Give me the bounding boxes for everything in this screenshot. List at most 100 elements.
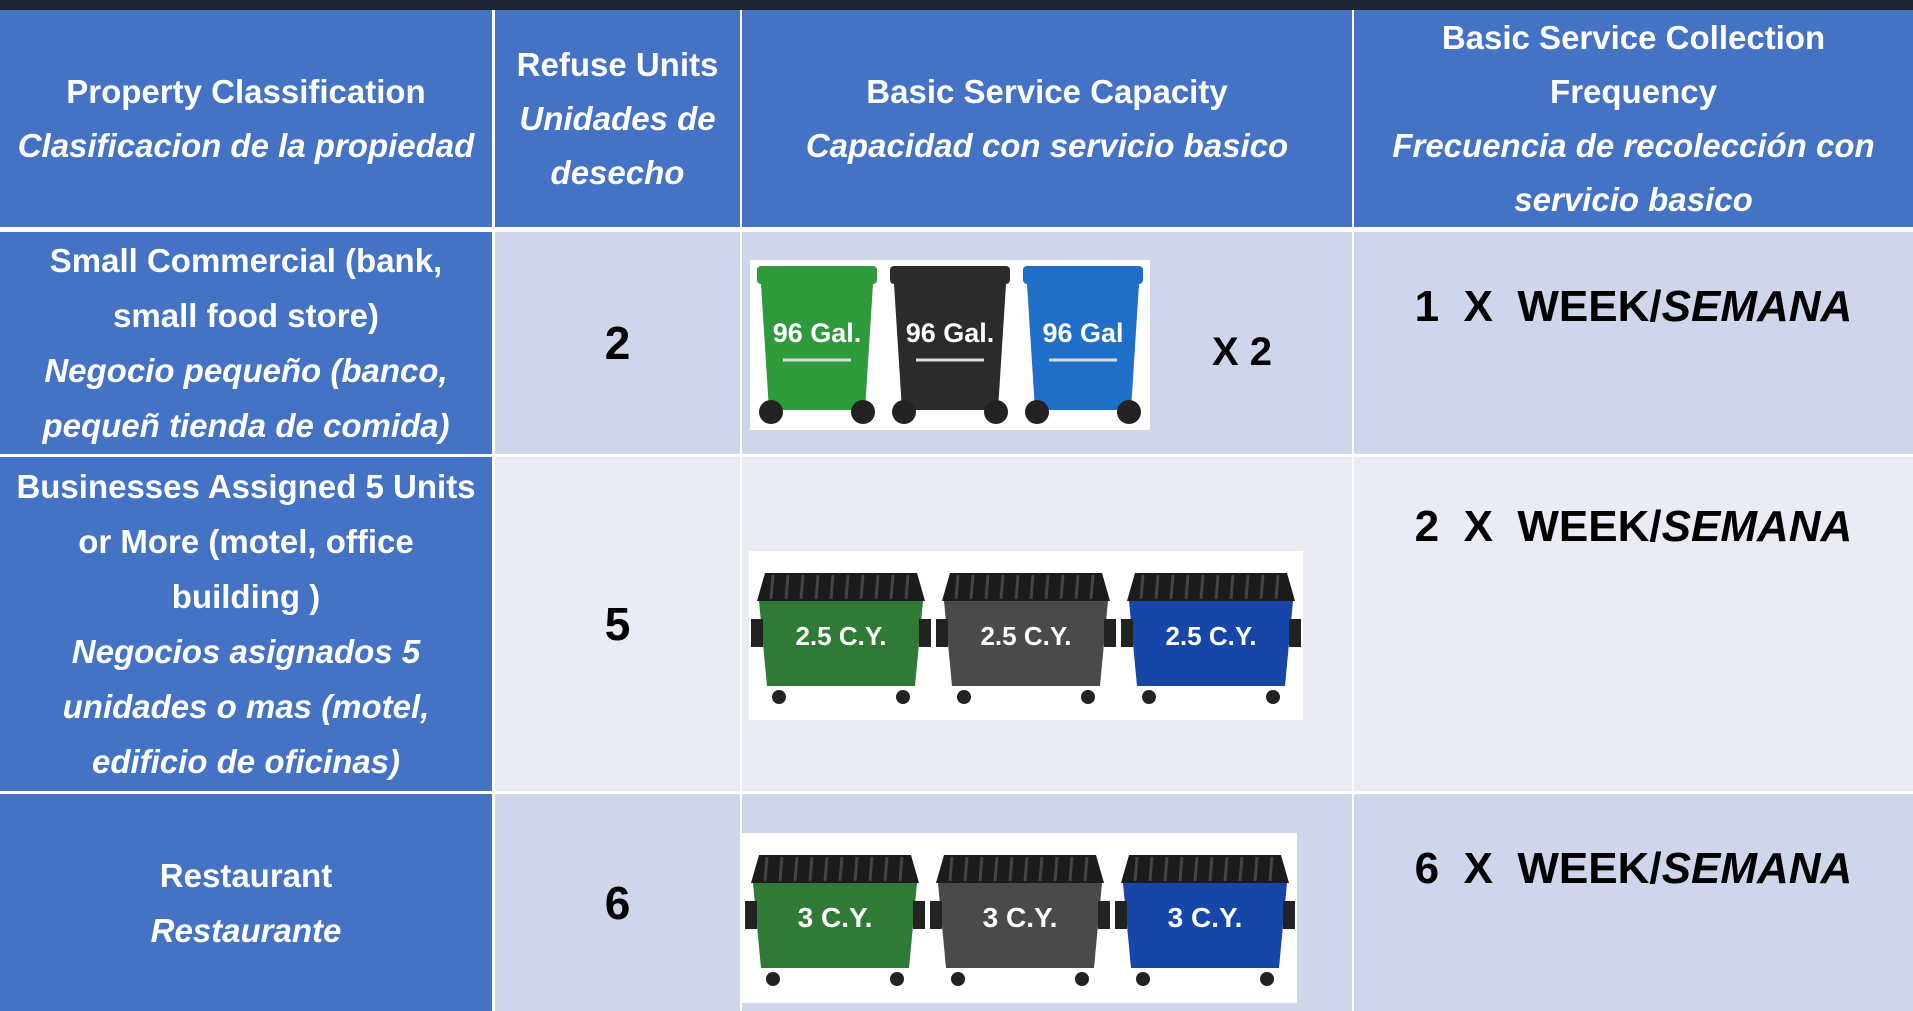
frequency-cell: 2 X WEEK/SEMANA: [1354, 457, 1913, 791]
lid-rib: [1178, 856, 1183, 882]
frequency-cell: 1 X WEEK/SEMANA: [1354, 232, 1913, 454]
lid-rib: [1023, 856, 1028, 882]
frequency-text: 2 X WEEK/: [1414, 502, 1662, 551]
dumpster-image: 3 C.Y.: [929, 855, 1110, 986]
lid-rib: [853, 856, 858, 882]
classification-english: Small Commercial (bank, small food store…: [49, 242, 443, 334]
lid-rib: [1199, 574, 1205, 599]
container-label: 2.5 C.Y.: [796, 621, 887, 651]
lid-rib: [1229, 574, 1235, 599]
caster: [1259, 972, 1274, 986]
cart-wheel: [891, 400, 916, 424]
lid-rib: [844, 574, 850, 599]
lid-rib: [838, 856, 843, 882]
container-label: 3 C.Y.: [982, 902, 1057, 933]
lid-rib: [859, 574, 865, 599]
lid-rib: [948, 856, 953, 882]
caster: [896, 689, 911, 704]
lid-rib: [823, 856, 828, 882]
lid-rib: [1074, 574, 1080, 599]
classification-english: Restaurant: [159, 856, 333, 894]
capacity-images: 3 C.Y. 3 C.Y. 3 C.Y.: [742, 833, 1297, 1003]
lid-rib: [1223, 856, 1228, 882]
frequency-emphasis: SEMANA: [1661, 282, 1853, 331]
classification-spanish: Negocios asignados 5 unidades o mas (mot…: [62, 633, 430, 780]
dumpster-pocket: [1288, 618, 1301, 647]
header-cell: Basic Service Collection Frequency Frecu…: [1354, 10, 1913, 227]
dumpster-body: [943, 600, 1108, 686]
cart-wheel: [758, 400, 783, 424]
top-strip: [0, 0, 1913, 10]
lid-rib: [1274, 574, 1280, 599]
lid-rib: [769, 574, 775, 599]
container-label: 2.5 C.Y.: [980, 621, 1071, 651]
dumpster-pocket: [751, 618, 764, 647]
dumpster-lid: [757, 572, 926, 601]
dumpster-lid: [1120, 855, 1289, 883]
lid-rib: [1208, 856, 1213, 882]
dumpster-image: 2.5 C.Y.: [751, 572, 932, 704]
lid-rib: [1133, 856, 1138, 882]
lid-rib: [1029, 574, 1035, 599]
header-english: Property Classification: [66, 72, 426, 110]
dumpster-body: [937, 883, 1102, 968]
caster: [1080, 689, 1095, 704]
dumpster-pocket: [912, 901, 925, 929]
dumpster-lid: [750, 855, 919, 883]
lid-rib: [993, 856, 998, 882]
lid-rib: [868, 856, 873, 882]
multiplier: X 2: [1212, 330, 1273, 374]
frequency-emphasis: SEMANA: [1661, 844, 1853, 893]
lid-rib: [1184, 574, 1190, 599]
lid-rib: [1053, 856, 1058, 882]
lid-rib: [829, 574, 835, 599]
classification-english: Businesses Assigned 5 Units or More (mot…: [16, 468, 476, 615]
dumpster-lid: [935, 855, 1104, 883]
lid-rib: [1169, 574, 1175, 599]
header-english: Basic Service Capacity: [866, 72, 1228, 110]
caster: [950, 972, 965, 986]
cart-lid: [1023, 266, 1144, 284]
caster: [772, 689, 787, 704]
caster: [1265, 689, 1280, 704]
lid-rib: [883, 856, 888, 882]
lid-rib: [1214, 574, 1220, 599]
lid-rib: [808, 856, 813, 882]
dumpster-lid: [1126, 572, 1295, 601]
caster: [889, 972, 904, 986]
container-label: 3 C.Y.: [1167, 902, 1242, 933]
header-english: Basic Service Collection Frequency: [1441, 18, 1826, 110]
header-spanish: Clasificacion de la propiedad: [17, 126, 475, 164]
dumpster-pocket: [744, 901, 757, 929]
lid-rib: [874, 574, 880, 599]
cart-body: [760, 284, 873, 410]
units-cell: 6: [495, 794, 740, 1011]
container-label: 3 C.Y.: [797, 902, 872, 933]
classification-cell: Small Commercial (bank, small food store…: [0, 232, 492, 454]
dumpster-pocket: [935, 618, 948, 647]
cart-wheel: [850, 400, 875, 424]
dumpster-pocket: [1097, 901, 1110, 929]
units-cell: 2: [495, 232, 740, 454]
cart-image: 96 Gal.: [889, 266, 1010, 424]
lid-rib: [778, 856, 783, 882]
units-value: 2: [604, 317, 631, 369]
lid-rib: [1259, 574, 1265, 599]
dumpster-image: 2.5 C.Y.: [1120, 572, 1301, 704]
lid-rib: [1148, 856, 1153, 882]
lid-rib: [954, 574, 960, 599]
caster: [1135, 972, 1150, 986]
container-label: 96 Gal: [1043, 318, 1124, 348]
lid-rib: [898, 856, 903, 882]
lid-rib: [1163, 856, 1168, 882]
caster: [956, 689, 971, 704]
caster: [765, 972, 780, 986]
header-cell: Refuse Units Unidades de desecho: [495, 10, 740, 227]
units-cell: 5: [495, 457, 740, 791]
lid-rib: [963, 856, 968, 882]
lid-rib: [904, 574, 910, 599]
cart-wheel: [1025, 400, 1050, 424]
cart-body: [1027, 284, 1140, 410]
dumpster-pocket: [929, 901, 942, 929]
lid-rib: [1044, 574, 1050, 599]
